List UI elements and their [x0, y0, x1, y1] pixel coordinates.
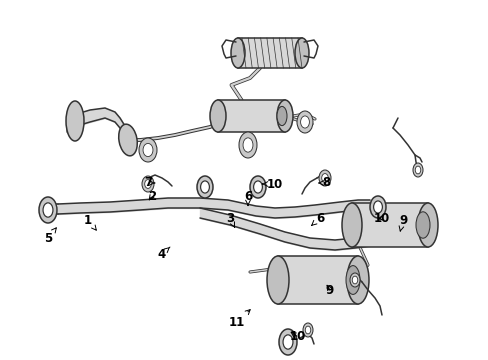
Ellipse shape: [283, 335, 292, 349]
Ellipse shape: [142, 176, 154, 192]
Ellipse shape: [346, 256, 368, 304]
Ellipse shape: [305, 326, 310, 334]
Ellipse shape: [303, 323, 312, 337]
Ellipse shape: [279, 329, 296, 355]
Ellipse shape: [341, 203, 361, 247]
Ellipse shape: [230, 38, 244, 68]
Text: 11: 11: [228, 310, 250, 328]
Bar: [218, 100, 285, 132]
Ellipse shape: [239, 132, 257, 158]
Text: 4: 4: [158, 247, 170, 261]
Ellipse shape: [369, 196, 385, 218]
Ellipse shape: [412, 163, 422, 177]
Ellipse shape: [346, 266, 359, 294]
Ellipse shape: [276, 100, 292, 132]
Bar: [238, 38, 302, 68]
Ellipse shape: [253, 181, 262, 193]
Ellipse shape: [349, 273, 359, 287]
Text: 10: 10: [289, 330, 305, 343]
Ellipse shape: [415, 212, 429, 238]
Text: 7: 7: [143, 176, 155, 189]
Ellipse shape: [417, 203, 437, 247]
Ellipse shape: [66, 101, 84, 141]
Text: 9: 9: [325, 284, 333, 297]
Ellipse shape: [39, 197, 57, 223]
Ellipse shape: [414, 166, 420, 174]
Ellipse shape: [321, 174, 327, 183]
Ellipse shape: [43, 203, 53, 217]
Ellipse shape: [266, 256, 288, 304]
Ellipse shape: [351, 276, 357, 284]
Ellipse shape: [200, 181, 209, 193]
Ellipse shape: [209, 100, 225, 132]
Ellipse shape: [373, 201, 382, 213]
Ellipse shape: [296, 111, 312, 133]
Bar: [351, 203, 427, 247]
Text: 6: 6: [244, 189, 252, 206]
Text: 8: 8: [318, 176, 329, 189]
Ellipse shape: [143, 143, 153, 157]
Text: 1: 1: [84, 213, 96, 230]
Ellipse shape: [300, 116, 309, 128]
Text: 10: 10: [373, 211, 389, 225]
Bar: [278, 256, 357, 304]
Ellipse shape: [139, 138, 157, 162]
Ellipse shape: [144, 180, 151, 188]
Text: 9: 9: [398, 213, 407, 231]
Text: 5: 5: [44, 228, 56, 244]
Ellipse shape: [276, 107, 286, 126]
Ellipse shape: [197, 176, 213, 198]
Text: 3: 3: [225, 211, 234, 228]
Ellipse shape: [243, 138, 252, 152]
Text: 2: 2: [148, 189, 156, 202]
Ellipse shape: [294, 38, 308, 68]
Text: 6: 6: [311, 211, 324, 225]
Ellipse shape: [119, 124, 137, 156]
Text: 10: 10: [262, 177, 283, 190]
Ellipse shape: [318, 170, 330, 186]
Ellipse shape: [249, 176, 265, 198]
